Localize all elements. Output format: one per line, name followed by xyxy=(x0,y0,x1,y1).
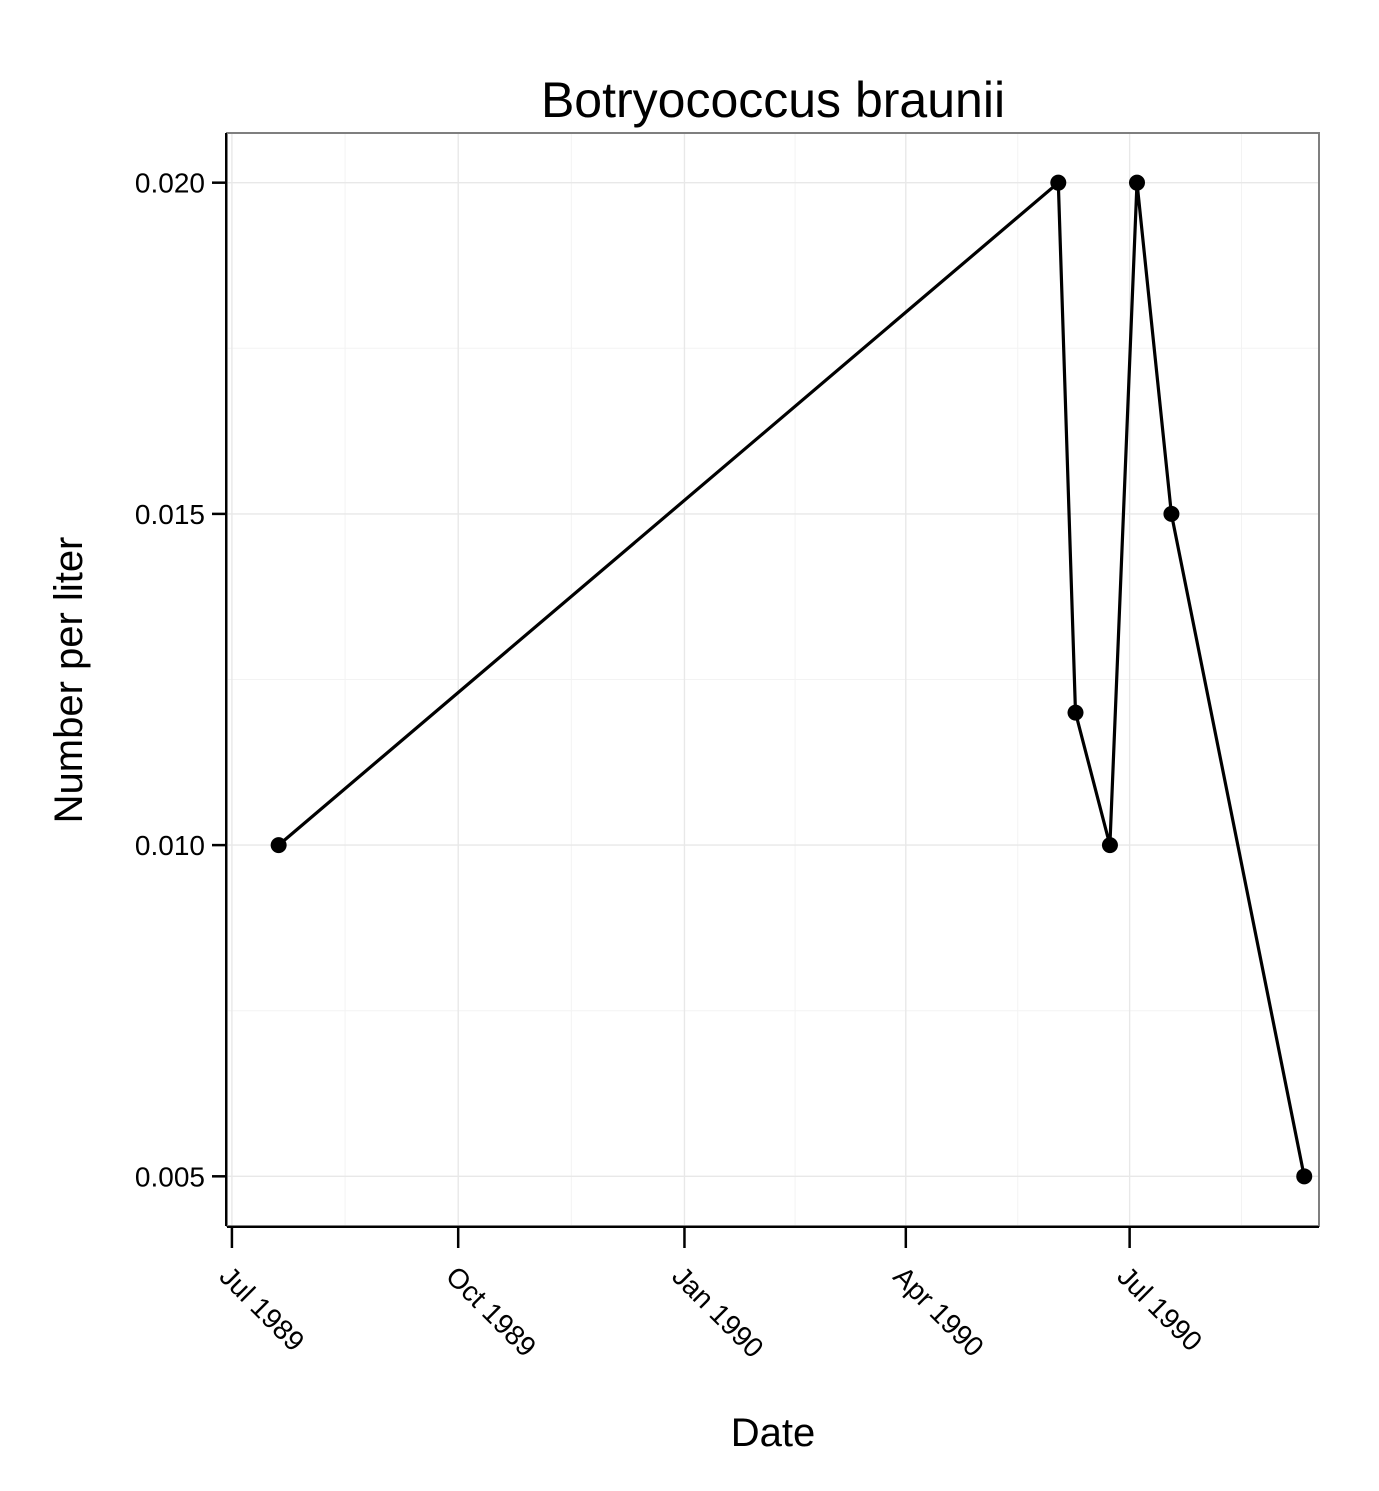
data-point xyxy=(1163,505,1180,522)
x-axis: Jul 1989 Oct 1989 Jan 1990 Apr 1990 Jul 1990 xyxy=(214,1226,1319,1364)
data-point xyxy=(1050,174,1067,191)
y-axis-title: Number per liter xyxy=(47,537,91,824)
x-axis-title: Date xyxy=(731,1411,816,1455)
y-tick-label: 0.015 xyxy=(135,499,205,530)
y-tick-label: 0.020 xyxy=(135,168,205,199)
minor-gridlines xyxy=(227,133,1319,1226)
data-point xyxy=(270,837,287,854)
y-tick-label: 0.005 xyxy=(135,1161,205,1192)
x-tick-label: Apr 1990 xyxy=(888,1260,990,1362)
data-point xyxy=(1067,704,1084,721)
x-tick-label: Oct 1989 xyxy=(440,1260,542,1362)
data-point xyxy=(1101,837,1118,854)
y-axis: 0.005 0.010 0.015 0.020 xyxy=(135,133,227,1226)
data-point xyxy=(1129,174,1145,191)
x-tick-label: Jul 1990 xyxy=(1111,1260,1208,1357)
x-tick-label: Jul 1989 xyxy=(214,1260,311,1357)
data-point xyxy=(1296,1168,1313,1185)
y-tick-label: 0.010 xyxy=(135,830,205,861)
series-layer xyxy=(270,174,1313,1185)
x-tick-label: Jan 1990 xyxy=(666,1260,769,1363)
major-gridlines xyxy=(227,133,1319,1226)
chart-title: Botryococcus braunii xyxy=(541,72,1005,128)
